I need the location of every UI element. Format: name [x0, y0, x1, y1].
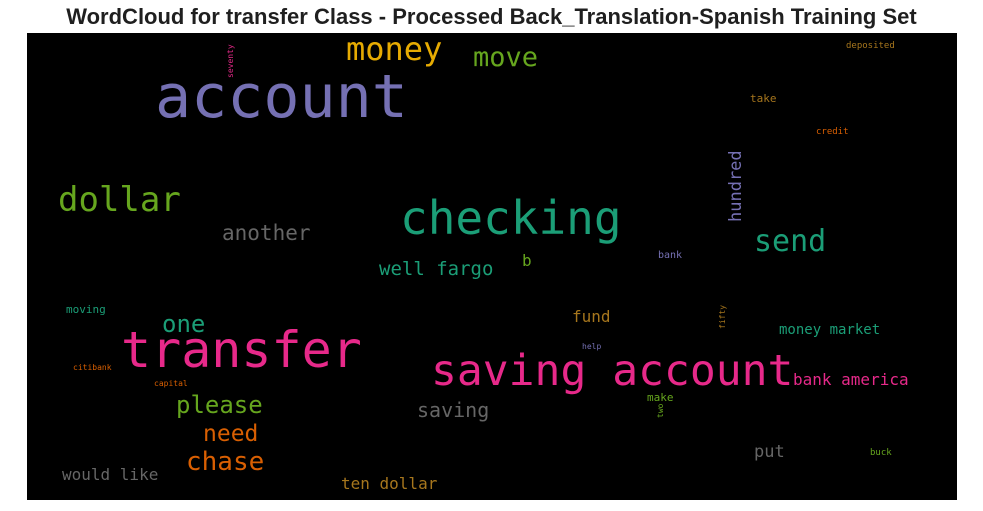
word-seventy: seventy: [226, 44, 235, 78]
word-checking: checking: [400, 191, 622, 245]
word-fifty: fifty: [718, 304, 727, 329]
wordcloud-canvas: account checking transfer saving account…: [27, 33, 957, 500]
word-help: help: [582, 342, 602, 351]
word-one: one: [162, 310, 206, 338]
word-saving-account: saving account: [431, 346, 794, 396]
word-please: please: [176, 391, 263, 419]
word-another: another: [222, 221, 311, 245]
word-b: b: [522, 251, 532, 270]
word-credit: credit: [816, 127, 849, 137]
word-buck: buck: [870, 448, 892, 458]
word-deposited: deposited: [846, 41, 895, 51]
word-hundred: hundred: [726, 150, 746, 222]
figure-title: WordCloud for transfer Class - Processed…: [66, 4, 917, 29]
word-moving: moving: [66, 303, 106, 316]
word-put: put: [754, 442, 785, 462]
word-dollar: dollar: [58, 180, 181, 220]
word-make: make: [647, 391, 674, 404]
word-money: money: [346, 33, 443, 68]
word-account: account: [155, 62, 408, 132]
word-send: send: [754, 224, 827, 259]
word-saving: saving: [417, 398, 490, 422]
word-bank-america: bank america: [793, 370, 909, 389]
word-chase: chase: [186, 447, 265, 477]
word-well-fargo: well fargo: [379, 258, 494, 280]
word-bank: bank: [658, 250, 683, 261]
word-move: move: [473, 42, 539, 73]
word-need: need: [203, 421, 259, 447]
word-capital: capital: [154, 379, 188, 388]
word-two: two: [656, 403, 665, 418]
word-would-like: would like: [62, 465, 159, 484]
word-fund: fund: [572, 307, 611, 326]
word-ten-dollar: ten dollar: [341, 474, 438, 493]
word-citibank: citibank: [73, 363, 112, 372]
word-money-market: money market: [779, 322, 881, 338]
word-take: take: [750, 92, 777, 105]
word-transfer: transfer: [121, 321, 362, 379]
